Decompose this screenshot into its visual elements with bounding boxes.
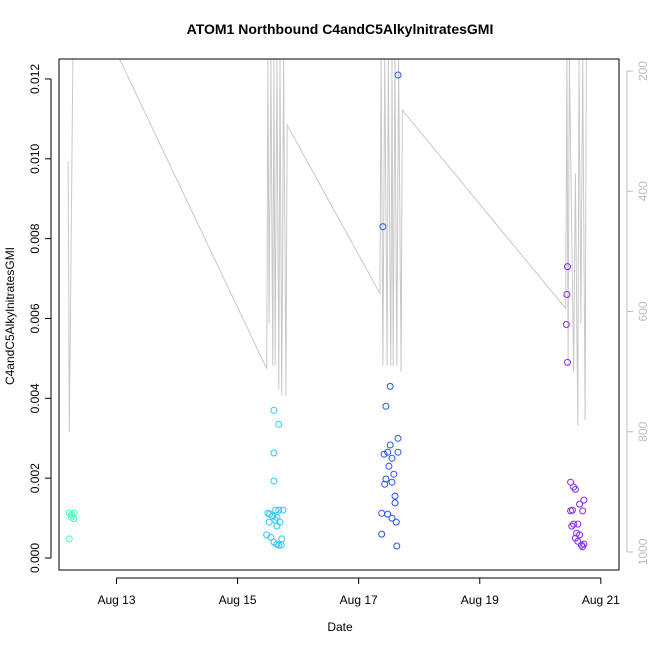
data-point — [279, 506, 287, 514]
x-tick-label: Aug 15 — [219, 593, 257, 607]
data-point — [571, 485, 579, 493]
data-point — [391, 492, 399, 500]
x-tick-label: Aug 13 — [97, 593, 135, 607]
data-point — [570, 520, 578, 528]
y-tick-label: 0.004 — [28, 383, 42, 413]
data-point — [272, 506, 280, 514]
y2-tick-label: 400 — [636, 181, 650, 201]
data-point — [270, 449, 278, 457]
data-point — [275, 541, 283, 549]
data-point — [388, 454, 396, 462]
data-point — [65, 535, 73, 543]
plot-frame — [58, 58, 620, 571]
x-tick-label: Aug 17 — [340, 593, 378, 607]
y2-tick-label: 1000 — [636, 538, 650, 565]
data-point — [70, 515, 78, 523]
data-point — [277, 541, 285, 549]
data-point — [579, 507, 587, 515]
data-point — [574, 537, 582, 545]
data-point — [564, 263, 571, 271]
y2-tick-label: 200 — [636, 61, 650, 81]
y-tick-label: 0.006 — [28, 303, 42, 333]
data-point — [384, 448, 392, 456]
data-point — [386, 382, 394, 390]
plot-area — [65, 58, 589, 551]
data-point — [275, 420, 283, 428]
data-point — [382, 402, 390, 410]
data-point — [580, 496, 588, 504]
data-point — [394, 71, 402, 79]
x-tick-label: Aug 21 — [582, 593, 620, 607]
data-point — [265, 518, 273, 526]
data-point — [381, 480, 389, 488]
data-point — [391, 499, 399, 507]
data-point — [378, 530, 386, 538]
data-point — [562, 321, 570, 328]
y-tick-label: 0.012 — [28, 64, 42, 94]
data-point — [574, 520, 582, 528]
data-point — [382, 475, 390, 483]
data-point — [270, 406, 278, 414]
data-point — [393, 542, 401, 550]
data-point — [275, 506, 283, 514]
data-point — [385, 462, 393, 470]
y2-tick-label: 600 — [636, 301, 650, 321]
data-point — [567, 507, 575, 515]
data-point — [392, 518, 400, 526]
chart-title: ATOM1 Northbound C4andC5AlkylnitratesGMI — [187, 21, 494, 37]
y-tick-label: 0.002 — [28, 463, 42, 493]
y-tick-label: 0.008 — [28, 223, 42, 253]
pressure-line — [67, 58, 589, 432]
axes: Aug 13 Aug 15 Aug 17 Aug 19 Aug 21 0.000 0.002… — [28, 61, 650, 607]
y-axis-label: C4andC5AlkylnitratesGMI — [3, 247, 17, 385]
data-point — [564, 358, 571, 366]
y2-tick-label: 800 — [636, 421, 650, 441]
data-point — [384, 510, 392, 518]
data-point — [378, 509, 386, 517]
data-point — [394, 434, 402, 442]
data-point — [380, 450, 388, 458]
data-point — [394, 448, 402, 456]
y-tick-label: 0.010 — [28, 143, 42, 173]
data-point — [579, 543, 587, 551]
data-point — [388, 478, 396, 486]
data-point — [568, 522, 576, 530]
data-point — [388, 514, 396, 522]
y-tick-label: 0.000 — [28, 543, 42, 573]
data-point — [563, 291, 571, 298]
x-tick-label: Aug 19 — [461, 593, 499, 607]
data-point — [386, 441, 394, 449]
data-point — [270, 477, 278, 485]
data-point — [576, 500, 584, 508]
data-point — [390, 470, 398, 478]
x-axis-label: Date — [327, 620, 353, 634]
data-point — [379, 223, 387, 231]
data-point — [273, 522, 281, 530]
data-point — [278, 535, 286, 543]
